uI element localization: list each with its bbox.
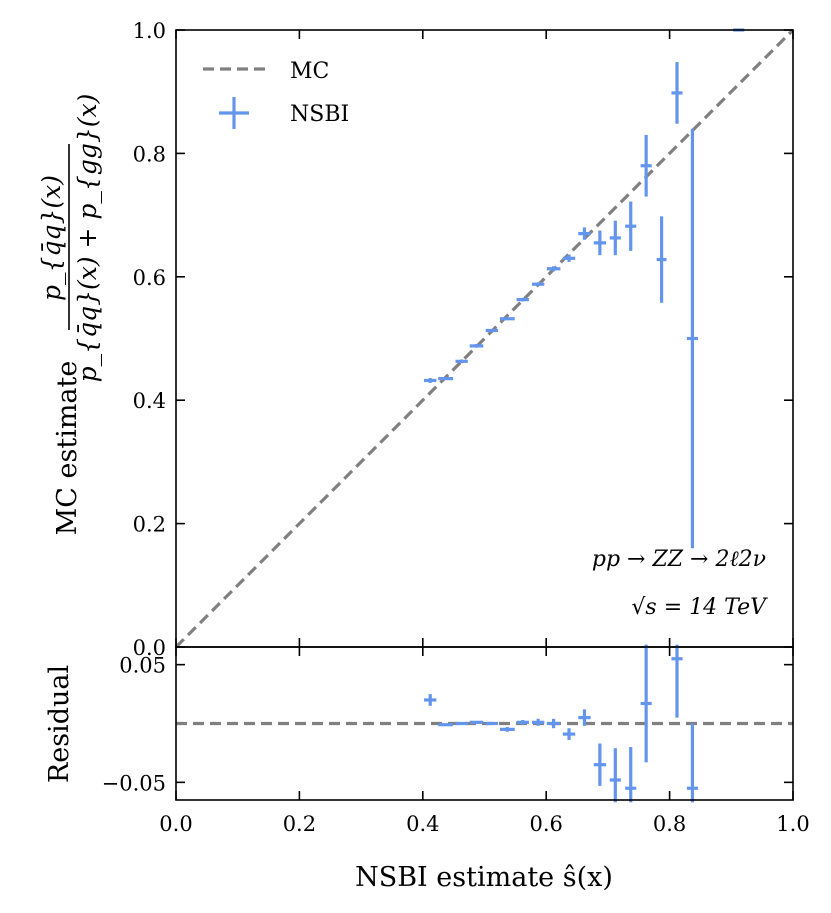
legend-nsbi-swatch xyxy=(219,97,249,129)
nsbi-point xyxy=(562,254,576,262)
nsbi-point xyxy=(671,62,683,124)
residual-point xyxy=(578,709,591,726)
main-ytick-label: 0.8 xyxy=(133,142,166,166)
nsbi-point xyxy=(593,230,607,256)
legend-mc-label: MC xyxy=(290,59,329,84)
main-ytick-label: 0.2 xyxy=(133,513,166,537)
main-ylabel-prefix: MC estimate xyxy=(52,361,83,536)
main-plot: 0.0 0.2 0.4 0.6 0.8 1.0 xyxy=(133,19,795,660)
residual-plot: 0.05 −0.05 0.0 0.2 0.4 0.6 0.8 1.0 xyxy=(102,644,810,836)
nsbi-point xyxy=(516,297,529,302)
legend-nsbi-label: NSBI xyxy=(290,102,349,127)
nsbi-point xyxy=(424,377,437,383)
x-axis-label: NSBI estimate ŝ(x) xyxy=(355,862,613,893)
main-ytick-label: 0.4 xyxy=(133,389,166,413)
nsbi-point xyxy=(656,216,667,303)
main-ylabel-denominator: p_{q̄q}(x) + p_{gg}(x) xyxy=(73,94,102,383)
residual-ytick-label: 0.05 xyxy=(119,654,166,678)
x-tick-label: 0.6 xyxy=(529,812,562,836)
residual-point xyxy=(625,747,637,803)
nsbi-point xyxy=(546,266,561,272)
nsbi-point xyxy=(578,227,591,240)
process-annotation: pp → ZZ → 2ℓ2ν xyxy=(592,547,766,572)
x-tick-label: 0.8 xyxy=(653,812,686,836)
nsbi-point xyxy=(455,359,468,364)
nsbi-point xyxy=(686,128,698,549)
mc-reference-line xyxy=(174,28,795,649)
residual-point xyxy=(562,728,576,740)
residual-point xyxy=(469,720,484,724)
legend: MC NSBI xyxy=(203,59,349,129)
residual-point xyxy=(532,718,545,726)
residual-point xyxy=(593,743,607,786)
nsbi-point xyxy=(532,282,545,287)
x-tick-label: 0.2 xyxy=(283,812,316,836)
residual-point xyxy=(546,718,561,729)
main-ylabel-numerator: p_{q̄q}(x) xyxy=(37,175,66,301)
main-ytick-label: 0.0 xyxy=(133,636,166,660)
nsbi-point xyxy=(469,344,484,348)
residual-ylabel: Residual xyxy=(44,665,75,783)
nsbi-point xyxy=(485,328,499,333)
main-ytick-label: 0.6 xyxy=(133,266,166,290)
residual-ytick-label: −0.05 xyxy=(102,771,166,795)
residual-point xyxy=(640,644,652,763)
residual-point xyxy=(424,694,437,706)
x-tick-label: 0.0 xyxy=(159,812,192,836)
residual-point xyxy=(455,721,468,726)
nsbi-point xyxy=(499,317,515,321)
nsbi-point xyxy=(640,134,652,197)
residual-point xyxy=(609,748,621,803)
residual-point xyxy=(485,721,499,726)
residual-point xyxy=(671,644,683,718)
residual-point xyxy=(499,727,515,732)
nsbi-point xyxy=(609,220,621,256)
residual-point xyxy=(686,723,698,803)
residual-point xyxy=(516,719,529,725)
main-ytick-label: 1.0 xyxy=(133,19,166,43)
x-tick-label: 1.0 xyxy=(776,812,809,836)
nsbi-point xyxy=(625,201,637,251)
x-tick-label: 0.4 xyxy=(406,812,439,836)
energy-annotation: √s = 14 TeV xyxy=(631,595,768,620)
residual-plot-frame xyxy=(175,646,794,801)
main-ylabel: MC estimate p_{q̄q}(x) p_{q̄q}(x) + p_{g… xyxy=(37,94,102,536)
